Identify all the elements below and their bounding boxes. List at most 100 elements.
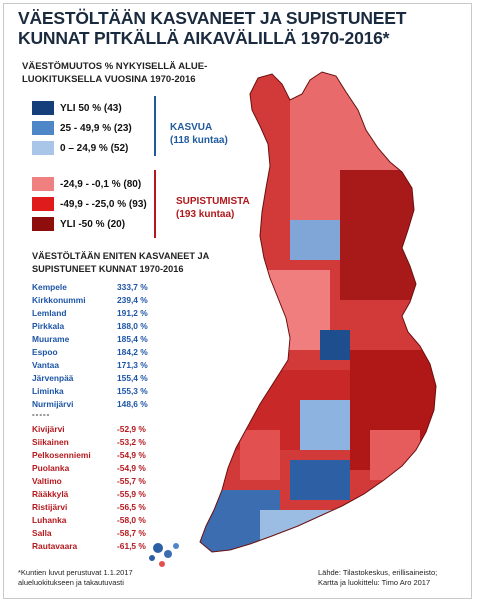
municipality-name: Lemland	[32, 308, 67, 318]
decline-row: Puolanka -54,9 %	[32, 462, 192, 474]
change-value: 155,4 %	[117, 373, 148, 383]
decline-row: Siikainen -53,2 %	[32, 436, 192, 448]
subtitle-line-1: VÄESTÖMUUTOS % NYKYISELLÄ ALUE-	[22, 61, 208, 72]
municipality-name: Kirkkonummi	[32, 295, 86, 305]
municipality-name: Pirkkala	[32, 321, 65, 331]
growth-row: Nurmijärvi 148,6 %	[32, 398, 192, 410]
legend-item-decline-0-24: -24,9 - -0,1 % (80)	[32, 176, 141, 192]
finland-outline	[199, 71, 437, 553]
subtitle-line-2: LUOKITUKSELLA VUOSINA 1970-2016	[22, 74, 196, 85]
municipality-name: Nurmijärvi	[32, 399, 74, 409]
municipality-name: Luhanka	[32, 515, 67, 525]
legend-swatch	[32, 197, 54, 211]
legend-item-growth-over-50: YLI 50 % (43)	[32, 100, 122, 116]
legend-swatch	[32, 101, 54, 115]
legend-swatch	[32, 141, 54, 155]
title-line-1: VÄESTÖLTÄÄN KASVANEET JA SUPISTUNEET	[18, 8, 407, 28]
change-value: 188,0 %	[117, 321, 148, 331]
growth-group-label: KASVUA (118 kuntaa)	[170, 121, 228, 147]
finland-municipality-map	[149, 71, 437, 567]
table-title-line-2: SUPISTUNEET KUNNAT 1970-2016	[32, 264, 184, 274]
legend-swatch	[32, 177, 54, 191]
ranking-table-title: VÄESTÖLTÄÄN ENITEN KASVANEET JA SUPISTUN…	[32, 250, 232, 276]
growth-row: Liminka 155,3 %	[32, 385, 192, 397]
decline-row: Salla -58,7 %	[32, 527, 192, 539]
footnote: *Kuntien luvut perustuvat 1.1.2017 aluel…	[18, 568, 198, 588]
change-value: 333,7 %	[117, 282, 148, 292]
municipality-name: Rautavaara	[32, 541, 78, 551]
municipality-name: Valtimo	[32, 476, 62, 486]
municipality-name: Muurame	[32, 334, 70, 344]
legend-label: -49,9 - -25,0 % (93)	[60, 198, 147, 210]
change-value: -58,0 %	[117, 515, 146, 525]
legend-label: 0 – 24,9 % (52)	[60, 142, 129, 154]
legend-swatch	[32, 121, 54, 135]
decline-row: Pelkosenniemi -54,9 %	[32, 449, 192, 461]
change-value: -54,9 %	[117, 463, 146, 473]
source-line-2: Kartta ja luokittelu: Timo Aro 2017	[318, 578, 431, 587]
table-title-line-1: VÄESTÖLTÄÄN ENITEN KASVANEET JA	[32, 251, 210, 261]
change-value: -55,9 %	[117, 489, 146, 499]
decline-label: SUPISTUMISTA	[176, 196, 250, 207]
growth-count: (118 kuntaa)	[170, 135, 228, 146]
growth-label: KASVUA	[170, 122, 213, 133]
growth-row: Järvenpää 155,4 %	[32, 372, 192, 384]
municipality-name: Rääkkylä	[32, 489, 69, 499]
title-line-2: KUNNAT PITKÄLLÄ AIKAVÄLILLÄ 1970-2016*	[18, 28, 390, 48]
change-value: -55,7 %	[117, 476, 146, 486]
change-value: 185,4 %	[117, 334, 148, 344]
decline-group-label: SUPISTUMISTA (193 kuntaa)	[176, 195, 250, 221]
decline-bracket	[154, 170, 156, 238]
growth-row: Muurame 185,4 %	[32, 333, 192, 345]
change-value: 171,3 %	[117, 360, 148, 370]
municipality-name: Espoo	[32, 347, 58, 357]
legend-label: YLI 50 % (43)	[60, 102, 122, 114]
municipality-name: Siikainen	[32, 437, 69, 447]
municipality-name: Kivijärvi	[32, 424, 65, 434]
municipality-name: Pelkosenniemi	[32, 450, 91, 460]
legend-label: 25 - 49,9 % (23)	[60, 122, 132, 134]
change-value: -54,9 %	[117, 450, 146, 460]
change-value: 191,2 %	[117, 308, 148, 318]
change-value: -58,7 %	[117, 528, 146, 538]
growth-row: Pirkkala 188,0 %	[32, 320, 192, 332]
decline-row: Kivijärvi -52,9 %	[32, 423, 192, 435]
change-value: 148,6 %	[117, 399, 148, 409]
source-credit: Lähde: Tilastokeskus, erillisaineisto; K…	[318, 568, 468, 588]
legend-item-growth-0-24: 0 – 24,9 % (52)	[32, 140, 128, 156]
change-value: -61,5 %	[117, 541, 146, 551]
municipality-name: Kempele	[32, 282, 67, 292]
infographic-title: VÄESTÖLTÄÄN KASVANEET JA SUPISTUNEET KUN…	[18, 8, 458, 48]
growth-row: Espoo 184,2 %	[32, 346, 192, 358]
municipality-name: Liminka	[32, 386, 64, 396]
decline-row: Rautavaara -61,5 %	[32, 540, 192, 552]
municipality-name: Salla	[32, 528, 52, 538]
legend-item-growth-25-49: 25 - 49,9 % (23)	[32, 120, 132, 136]
growth-row: Kempele 333,7 %	[32, 281, 192, 293]
growth-row: Kirkkonummi 239,4 %	[32, 294, 192, 306]
legend-label: -24,9 - -0,1 % (80)	[60, 178, 142, 190]
change-value: 155,3 %	[117, 386, 148, 396]
footnote-line-2: alueluokitukseen ja takautuvasti	[18, 578, 124, 587]
table-separator: -----	[32, 410, 51, 419]
map-subtitle: VÄESTÖMUUTOS % NYKYISELLÄ ALUE- LUOKITUK…	[22, 60, 242, 86]
legend-label: YLI -50 % (20)	[60, 218, 126, 230]
decline-row: Valtimo -55,7 %	[32, 475, 192, 487]
decline-row: Rääkkylä -55,9 %	[32, 488, 192, 500]
legend-swatch	[32, 217, 54, 231]
change-value: 184,2 %	[117, 347, 148, 357]
source-line-1: Lähde: Tilastokeskus, erillisaineisto;	[318, 568, 438, 577]
legend-item-decline-25-49: -49,9 - -25,0 % (93)	[32, 196, 147, 212]
footnote-line-1: *Kuntien luvut perustuvat 1.1.2017	[18, 568, 133, 577]
municipality-name: Ristijärvi	[32, 502, 68, 512]
growth-row: Lemland 191,2 %	[32, 307, 192, 319]
aland-islands	[149, 543, 179, 567]
change-value: -52,9 %	[117, 424, 146, 434]
decline-row: Ristijärvi -56,5 %	[32, 501, 192, 513]
legend-item-decline-over-50: YLI -50 % (20)	[32, 216, 125, 232]
change-value: -56,5 %	[117, 502, 146, 512]
municipality-name: Vantaa	[32, 360, 60, 370]
growth-bracket	[154, 96, 156, 156]
change-value: -53,2 %	[117, 437, 146, 447]
growth-row: Vantaa 171,3 %	[32, 359, 192, 371]
